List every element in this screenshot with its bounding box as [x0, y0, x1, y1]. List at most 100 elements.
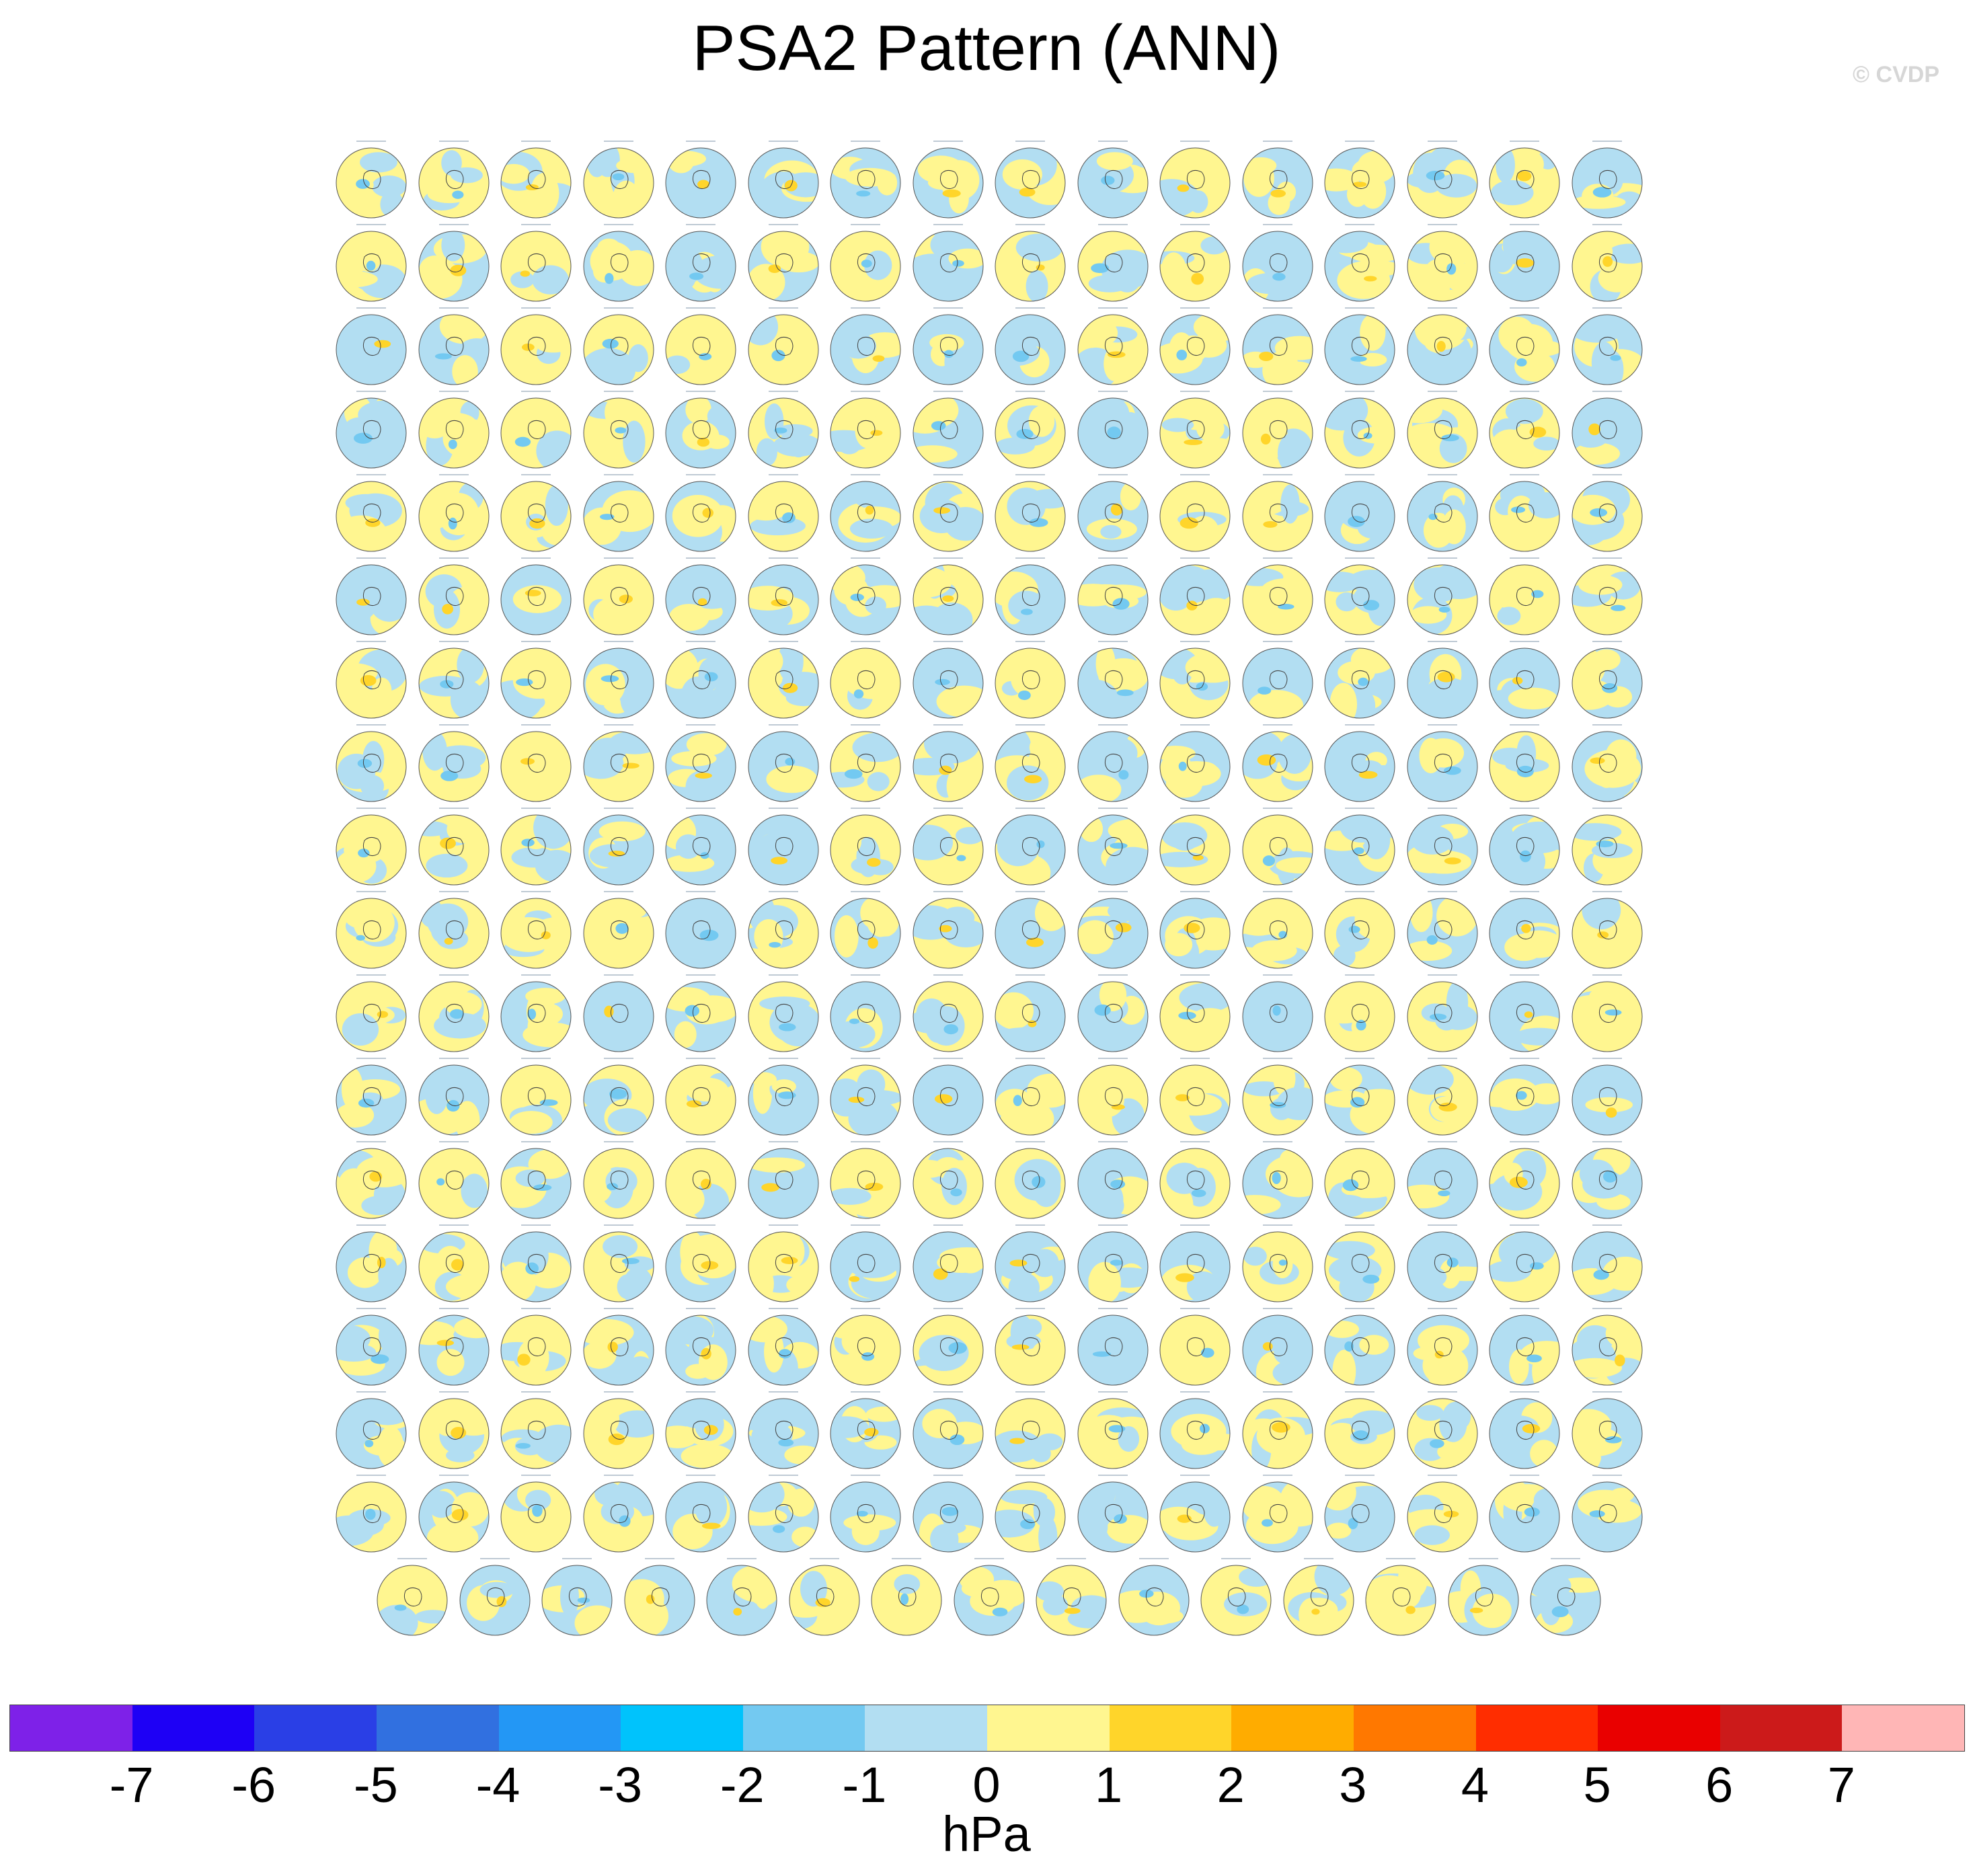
psa2-map-panel — [1489, 1308, 1560, 1386]
psa2-map-panel — [1242, 474, 1313, 552]
psa2-map-panel — [789, 1558, 860, 1636]
psa2-map-panel — [1077, 808, 1148, 886]
psa2-map-panel — [748, 891, 818, 969]
psa2-map-panel — [583, 557, 654, 635]
psa2-map-panel — [583, 1391, 654, 1469]
psa2-map-panel — [1242, 808, 1313, 886]
psa2-map-panel — [748, 974, 818, 1052]
colorbar-segment — [987, 1705, 1110, 1751]
psa2-map-panel — [748, 474, 818, 552]
psa2-map-panel — [1572, 1058, 1642, 1136]
colorbar-tick-label: -3 — [598, 1757, 643, 1813]
psa2-map-panel — [665, 1391, 736, 1469]
colorbar-tick-label: -6 — [231, 1757, 276, 1813]
psa2-map-panel — [336, 891, 407, 969]
psa2-map-panel — [1572, 1224, 1642, 1302]
psa2-map-panel — [418, 974, 489, 1052]
psa2-map-panel — [995, 1475, 1066, 1553]
colorbar-tick-label: -1 — [842, 1757, 887, 1813]
psa2-map-panel — [583, 307, 654, 385]
psa2-map-panel — [1159, 141, 1231, 219]
psa2-map-panel — [995, 808, 1066, 886]
psa2-map-panel — [913, 724, 983, 802]
psa2-map-panel — [1572, 1308, 1642, 1386]
psa2-map-panel — [913, 1141, 983, 1219]
psa2-map-panel — [1407, 474, 1477, 552]
psa2-map-panel — [1489, 474, 1560, 552]
psa2-map-panel — [1242, 557, 1313, 635]
psa2-map-panel — [1324, 974, 1395, 1052]
psa2-map-panel — [995, 557, 1066, 635]
psa2-map-panel — [336, 1141, 407, 1219]
psa2-map-panel — [913, 1224, 983, 1302]
psa2-map-panel — [1407, 974, 1477, 1052]
colorbar-tick-label: -2 — [720, 1757, 765, 1813]
psa2-map-panel — [418, 1224, 489, 1302]
psa2-map-panel — [995, 724, 1066, 802]
psa2-map-panel — [1407, 891, 1477, 969]
colorbar-segment — [376, 1705, 499, 1751]
psa2-map-panel — [336, 1391, 407, 1469]
psa2-map-panel — [583, 1058, 654, 1136]
psa2-map-panel — [665, 1475, 736, 1553]
psa2-map-panel — [1159, 974, 1231, 1052]
psa2-map-panel — [500, 557, 572, 635]
psa2-map-panel — [995, 141, 1066, 219]
psa2-map-panel — [500, 474, 572, 552]
psa2-map-panel — [913, 391, 983, 469]
psa2-map-panel — [418, 1391, 489, 1469]
psa2-map-panel — [706, 1558, 777, 1636]
psa2-map-panel — [1159, 724, 1231, 802]
psa2-map-panel — [1324, 1475, 1395, 1553]
psa2-map-panel — [1242, 1308, 1313, 1386]
psa2-map-panel — [500, 724, 572, 802]
psa2-map-panel — [1572, 557, 1642, 635]
psa2-map-panel — [336, 1224, 407, 1302]
psa2-map-panel — [1159, 1475, 1231, 1553]
psa2-map-panel — [1077, 557, 1148, 635]
psa2-map-panel — [748, 224, 818, 302]
colorbar-segment — [1475, 1705, 1598, 1751]
psa2-map-panel — [1242, 307, 1313, 385]
psa2-map-panel — [871, 1558, 942, 1636]
psa2-map-panel — [336, 974, 407, 1052]
psa2-map-panel — [1159, 557, 1231, 635]
psa2-map-panel — [1242, 1475, 1313, 1553]
psa2-map-panel — [830, 391, 901, 469]
psa2-map-panel — [1324, 1224, 1395, 1302]
psa2-map-panel — [1077, 891, 1148, 969]
psa2-map-panel — [1242, 1058, 1313, 1136]
psa2-map-panel — [1077, 391, 1148, 469]
psa2-map-panel — [830, 474, 901, 552]
psa2-map-panel — [665, 641, 736, 719]
psa2-map-panel — [830, 1058, 901, 1136]
psa2-map-panel — [830, 891, 901, 969]
psa2-map-panel — [995, 1308, 1066, 1386]
psa2-map-panel — [418, 141, 489, 219]
psa2-map-panel — [1324, 1391, 1395, 1469]
psa2-map-panel — [665, 557, 736, 635]
colorbar-segment — [865, 1705, 987, 1751]
psa2-map-panel — [336, 224, 407, 302]
psa2-map-panel — [830, 224, 901, 302]
psa2-map-panel — [1242, 891, 1313, 969]
psa2-map-panel — [748, 141, 818, 219]
psa2-map-panel — [336, 724, 407, 802]
psa2-map-panel — [1572, 1475, 1642, 1553]
psa2-map-panel — [1489, 1391, 1560, 1469]
psa2-map-panel — [418, 1058, 489, 1136]
psa2-map-panel — [336, 141, 407, 219]
psa2-map-panel — [748, 1058, 818, 1136]
psa2-map-panel — [748, 724, 818, 802]
psa2-map-panel — [624, 1558, 695, 1636]
psa2-map-panel — [1159, 1224, 1231, 1302]
panel-grid — [336, 141, 1642, 1636]
psa2-map-panel — [748, 1224, 818, 1302]
psa2-map-panel — [1324, 808, 1395, 886]
psa2-map-panel — [583, 224, 654, 302]
psa2-map-panel — [336, 1308, 407, 1386]
psa2-map-panel — [336, 1475, 407, 1553]
psa2-map-panel — [748, 391, 818, 469]
colorbar-segment — [1598, 1705, 1720, 1751]
psa2-map-panel — [1077, 1391, 1148, 1469]
